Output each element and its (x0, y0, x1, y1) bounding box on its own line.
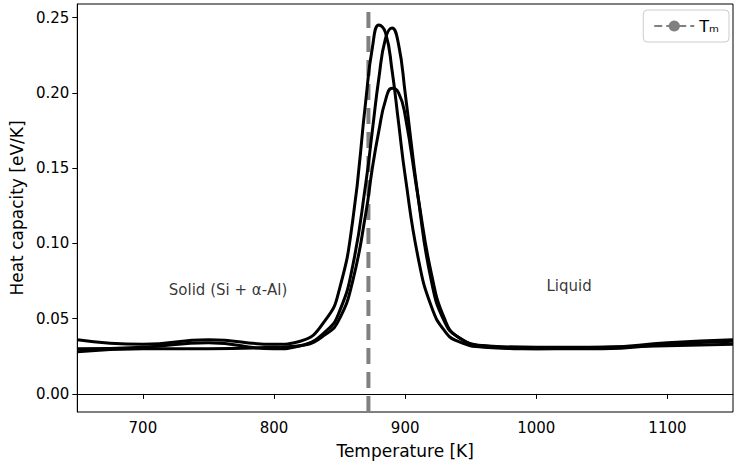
svg-text:Liquid: Liquid (546, 277, 591, 295)
svg-text:1100: 1100 (648, 419, 686, 437)
svg-text:1000: 1000 (517, 419, 555, 437)
svg-text:0.20: 0.20 (36, 84, 69, 102)
svg-text:Temperature [K]: Temperature [K] (335, 441, 474, 461)
svg-text:900: 900 (391, 419, 420, 437)
svg-text:0.00: 0.00 (36, 385, 69, 403)
svg-text:Tₘ: Tₘ (698, 17, 719, 36)
svg-text:0.25: 0.25 (36, 9, 69, 27)
svg-text:Solid (Si + α-Al): Solid (Si + α-Al) (169, 281, 288, 299)
svg-text:Heat capacity [eV/K]: Heat capacity [eV/K] (7, 120, 27, 295)
svg-text:0.05: 0.05 (36, 310, 69, 328)
svg-text:0.15: 0.15 (36, 159, 69, 177)
svg-text:0.10: 0.10 (36, 234, 69, 252)
svg-text:700: 700 (129, 419, 158, 437)
svg-text:800: 800 (260, 419, 289, 437)
